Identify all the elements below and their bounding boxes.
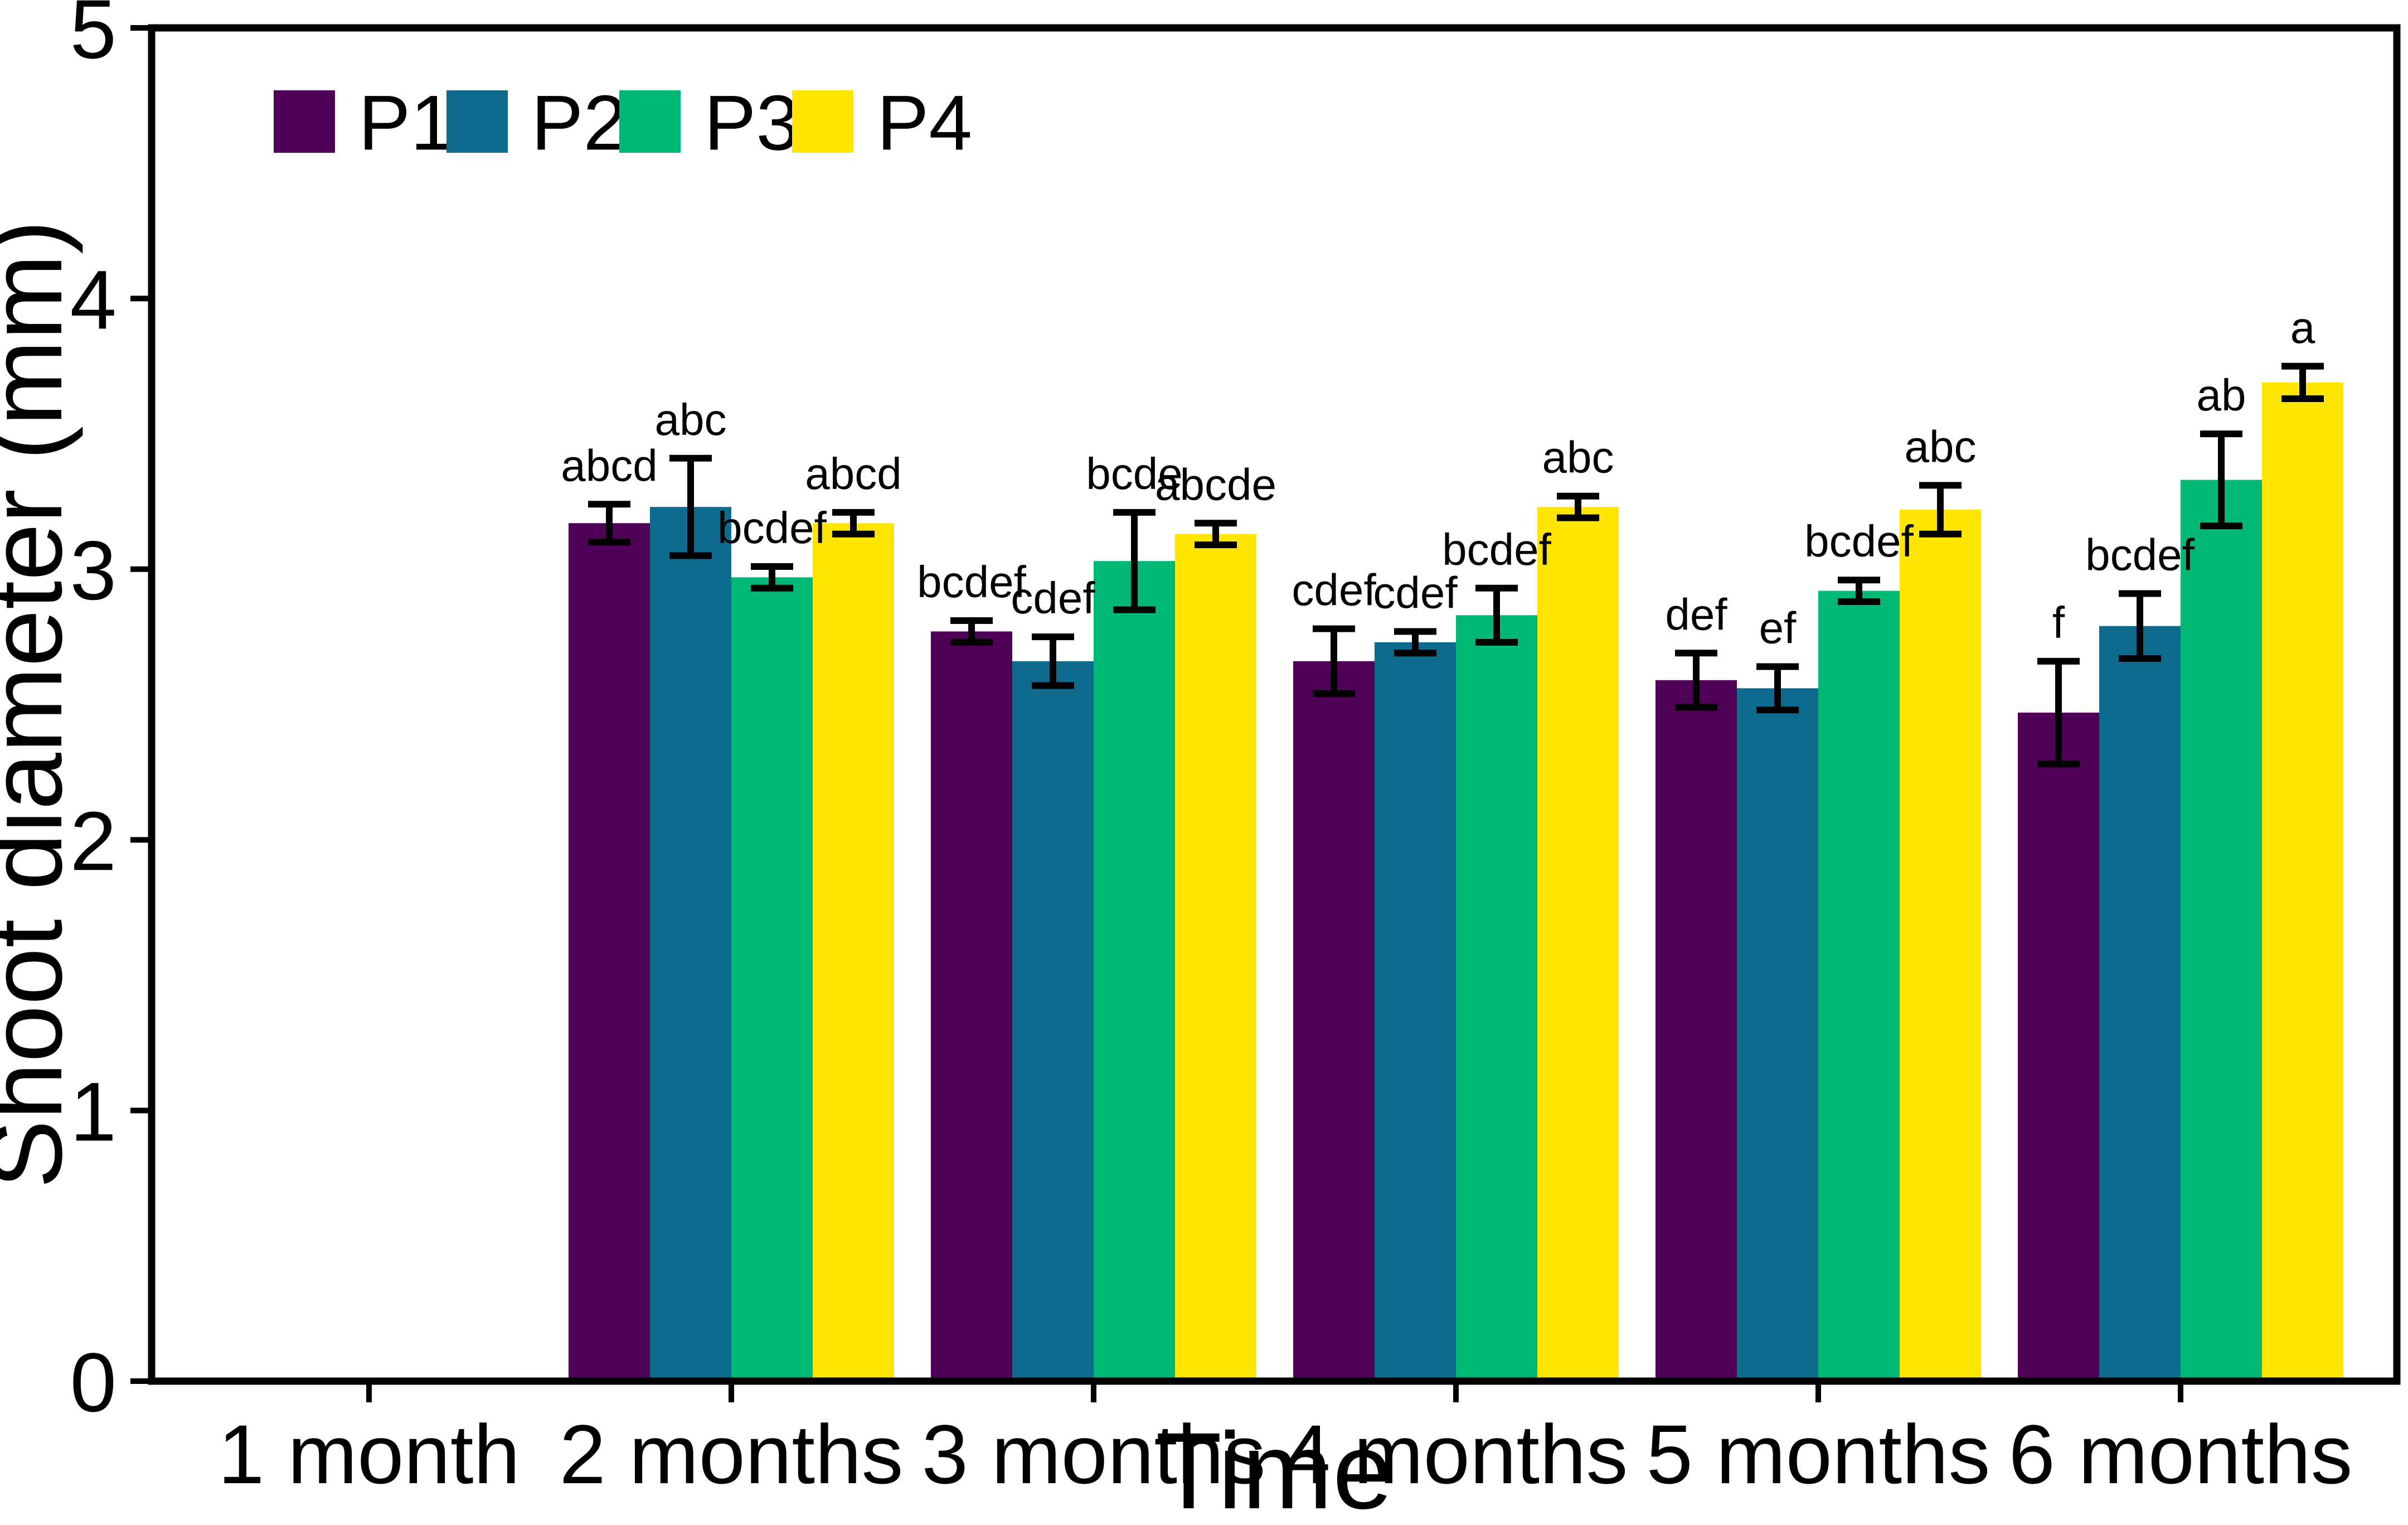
bar-p3-4-months [1456, 615, 1537, 1381]
sig-letter-p3-2-months: bcdef [717, 503, 827, 553]
x-tick-label-6-months: 6 months [2009, 1407, 2353, 1501]
error-bars-layer [588, 362, 2324, 768]
legend-swatch-p1 [274, 90, 335, 153]
sig-letter-p2-2-months: abc [655, 395, 727, 444]
sig-letter-p1-4-months: cdef [1292, 565, 1376, 615]
bar-p2-5-months [1737, 688, 1818, 1381]
bar-p4-2-months [813, 523, 894, 1381]
legend-swatch-p3 [619, 90, 681, 153]
sig-letter-p1-2-months: abcd [561, 440, 657, 490]
sig-letters-layer: abcdabcbcdefabcdbcdefcdefbcdeabcdecdefcd… [561, 303, 2315, 653]
legend-label-p2: P2 [531, 79, 627, 166]
y-tick-label-1: 1 [70, 1065, 116, 1159]
sig-letter-p2-4-months: cdef [1373, 568, 1458, 617]
x-tick-label-2-months: 2 months [560, 1407, 904, 1501]
sig-letter-p4-6-months: a [2290, 303, 2315, 352]
sig-letter-p2-6-months: bcdef [2085, 530, 2195, 579]
axes-layer: 0 1 2 3 4 5 1 month 2 months 3 months 4 months 5 m… [70, 0, 2353, 1501]
bar-p1-3-months [931, 631, 1012, 1381]
legend-swatch-p4 [792, 90, 853, 153]
x-tick-label-5-months: 5 months [1647, 1407, 1991, 1501]
bar-p1-5-months [1656, 680, 1737, 1381]
y-tick-label-0: 0 [70, 1335, 116, 1429]
bar-p2-2-months [650, 507, 731, 1382]
y-axis-title: Shoot diameter (mm) [0, 220, 84, 1188]
sig-letter-p2-3-months: cdef [1011, 573, 1095, 623]
sig-letter-p4-5-months: abc [1905, 422, 1977, 471]
bar-p3-5-months [1818, 590, 1900, 1381]
sig-letter-p3-3-months: bcde [1086, 449, 1182, 498]
legend-label-p4: P4 [877, 79, 972, 166]
sig-letter-p4-2-months: abcd [805, 449, 901, 498]
bar-p2-3-months [1012, 661, 1094, 1381]
x-tick-label-3-months: 3 months [922, 1407, 1266, 1501]
bar-p4-5-months [1900, 510, 1981, 1382]
y-tick-label-2: 2 [70, 794, 116, 888]
bar-p3-6-months [2181, 480, 2262, 1382]
bar-p3-3-months [1094, 561, 1175, 1381]
bar-p1-4-months [1293, 661, 1375, 1381]
bar-p1-2-months [569, 523, 650, 1381]
plot-panel-border [148, 24, 2401, 1385]
bar-p2-4-months [1375, 642, 1456, 1381]
sig-letter-p1-6-months: f [2052, 598, 2065, 647]
sig-letter-p3-4-months: bcdef [1442, 525, 1551, 574]
bar-p4-6-months [2262, 382, 2343, 1381]
x-axis-title: Time [1156, 1410, 1393, 1525]
y-tick-label-4: 4 [70, 253, 116, 346]
legend-label-p3: P3 [704, 79, 799, 166]
legend-label-p1: P1 [358, 79, 454, 166]
legend: P1 P2 P3 P4 [274, 79, 972, 166]
y-tick-label-3: 3 [70, 524, 116, 617]
sig-letter-p3-6-months: ab [2197, 370, 2246, 420]
sig-letter-p4-3-months: abcde [1155, 459, 1276, 509]
sig-letter-p3-5-months: bcdef [1804, 516, 1914, 566]
y-tick-label-5: 5 [70, 0, 116, 76]
x-tick-label-4-months: 4 months [1284, 1407, 1628, 1501]
bars-layer [569, 382, 2343, 1382]
bar-p2-6-months [2099, 626, 2181, 1381]
sig-letter-p2-5-months: ef [1759, 603, 1797, 653]
bar-p3-2-months [731, 577, 813, 1381]
x-tick-label-1-month: 1 month [218, 1407, 520, 1501]
bar-p1-6-months [2018, 713, 2099, 1381]
sig-letter-p1-3-months: bcdef [917, 557, 1026, 607]
bar-p4-3-months [1175, 534, 1256, 1381]
bar-p4-4-months [1537, 507, 1619, 1382]
legend-swatch-p2 [446, 90, 508, 153]
sig-letter-p1-5-months: def [1665, 589, 1727, 639]
sig-letter-p4-4-months: abc [1542, 433, 1614, 482]
